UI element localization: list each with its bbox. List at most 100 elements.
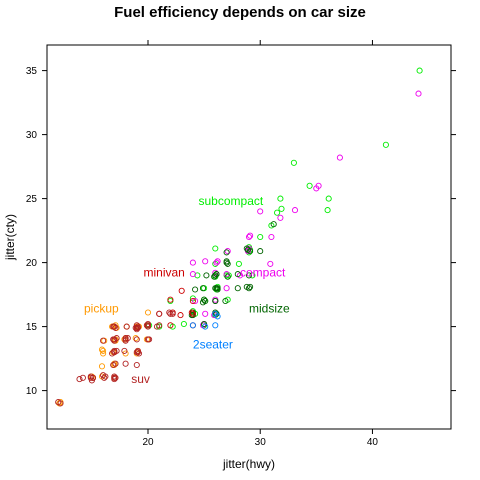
data-point-subcompact (382, 141, 389, 148)
data-point-subcompact (325, 195, 332, 202)
data-point-minivan (189, 297, 196, 305)
data-point-subcompact (306, 182, 313, 189)
data-point-midsize (234, 271, 241, 278)
data-point-subcompact (249, 272, 256, 279)
data-point-compact (245, 233, 253, 241)
data-point-2seater (214, 313, 221, 320)
data-point-midsize (211, 273, 218, 280)
data-point-midsize (212, 285, 219, 292)
y-axis-label: jitter(cty) (3, 214, 17, 261)
data-point-midsize (222, 297, 229, 305)
data-point-suv (156, 322, 163, 329)
data-point-suv (121, 347, 128, 354)
class-label-subcompact: subcompact (199, 194, 264, 208)
data-point-midsize (245, 285, 253, 292)
class-label-midsize: midsize (249, 302, 290, 316)
data-point-suv (167, 310, 174, 317)
data-point-compact (214, 258, 221, 265)
data-point-pickup (132, 335, 139, 342)
data-point-suv (111, 349, 118, 356)
data-point-midsize (224, 273, 231, 280)
data-point-suv (144, 323, 152, 330)
y-tick-label: 15 (26, 322, 38, 333)
data-point-suv (110, 361, 117, 369)
plot-frame (46, 44, 452, 430)
y-tick-label: 30 (26, 130, 38, 141)
data-point-suv (55, 399, 62, 406)
x-tick-label: 30 (255, 437, 267, 448)
data-point-suv (79, 374, 86, 381)
data-point-subcompact (324, 207, 331, 214)
data-point-compact (247, 232, 254, 239)
data-point-suv (100, 337, 107, 344)
data-point-compact (257, 208, 264, 215)
data-point-suv (123, 323, 130, 330)
data-point-suv (156, 310, 163, 317)
data-point-suv (87, 374, 94, 381)
data-point-compact (291, 207, 299, 214)
data-point-midsize (245, 272, 253, 279)
data-point-subcompact (278, 205, 285, 212)
data-point-midsize (223, 259, 230, 266)
data-point-2seater (189, 322, 196, 329)
data-point-compact (224, 248, 231, 255)
data-point-minivan (178, 287, 185, 294)
y-tick-label: 25 (26, 194, 38, 205)
data-point-suv (134, 347, 141, 354)
data-point-subcompact (416, 67, 423, 74)
data-point-suv (133, 349, 140, 356)
data-point-compact (212, 269, 219, 276)
data-point-minivan (188, 309, 195, 316)
data-point-midsize (202, 297, 209, 305)
data-point-midsize (212, 272, 219, 279)
data-point-subcompact (180, 320, 187, 328)
x-tick-label: 20 (142, 437, 154, 448)
data-point-suv (134, 323, 141, 330)
data-point-subcompact (235, 260, 242, 267)
data-point-pickup (98, 346, 106, 353)
data-point-subcompact (212, 245, 219, 252)
data-point-suv (166, 309, 173, 316)
class-labels: subcompact compact midsize minivan pickup 2se… (84, 194, 290, 386)
data-point-pickup (100, 350, 107, 357)
data-point-suv (144, 320, 152, 328)
data-point-compact (202, 258, 209, 265)
class-label-suv: suv (131, 372, 150, 386)
data-point-compact (267, 260, 274, 267)
data-point-suv (146, 336, 153, 343)
axis-ticks: 20 30 40 10 15 20 25 30 35 (26, 40, 456, 448)
data-point-midsize (192, 286, 199, 293)
data-point-compact (189, 271, 196, 278)
data-point-midsize (224, 260, 231, 267)
chart-title: Fuel efficiency depends on car size (114, 4, 366, 21)
data-point-suv (169, 310, 176, 317)
data-point-compact (213, 259, 220, 266)
data-point-midsize (223, 249, 230, 256)
data-point-suv (111, 376, 118, 383)
data-point-compact (415, 90, 422, 97)
data-point-suv (112, 374, 119, 381)
data-point-suv (133, 336, 140, 343)
data-point-suv (110, 336, 117, 343)
data-point-subcompact (257, 233, 264, 241)
data-point-subcompact (277, 195, 284, 202)
data-point-suv (133, 361, 140, 369)
data-point-suv (122, 335, 129, 342)
data-point-compact (189, 259, 196, 266)
class-label-pickup: pickup (84, 302, 119, 316)
data-point-midsize (199, 285, 207, 292)
data-point-pickup (144, 309, 152, 316)
data-point-pickup (100, 347, 107, 354)
data-point-2seater (212, 322, 219, 329)
y-tick-label: 35 (26, 66, 38, 77)
data-point-suv (111, 373, 118, 380)
data-point-compact (277, 214, 284, 221)
y-tick-label: 10 (26, 386, 38, 397)
data-point-midsize (188, 312, 195, 319)
data-point-midsize (247, 283, 254, 290)
data-point-minivan (177, 312, 184, 319)
data-point-suv (124, 335, 131, 342)
class-label-minivan: minivan (144, 266, 185, 280)
data-point-midsize (243, 245, 250, 252)
data-point-midsize (203, 272, 210, 279)
